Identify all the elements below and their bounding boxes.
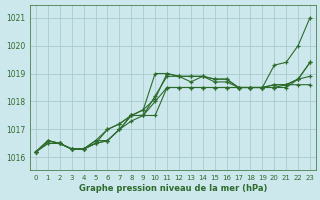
X-axis label: Graphe pression niveau de la mer (hPa): Graphe pression niveau de la mer (hPa) bbox=[79, 184, 267, 193]
